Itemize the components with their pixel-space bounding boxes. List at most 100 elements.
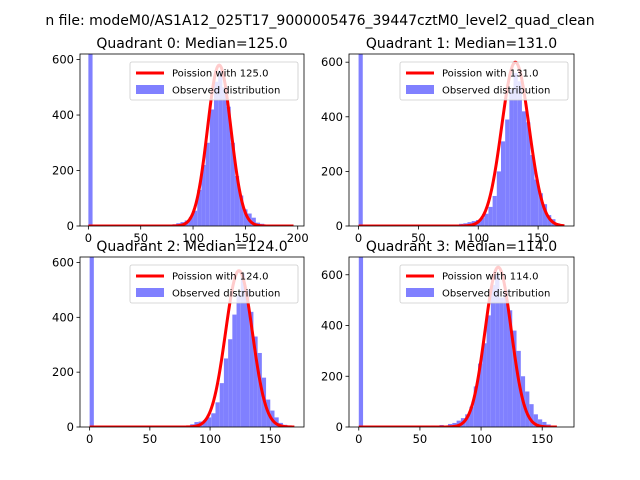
subplot-quadrant-2: Quadrant 2: Median=124.0 0 50 100 150 0 200 40…	[52, 239, 305, 446]
histogram-bar	[496, 171, 501, 226]
histogram-bar	[542, 204, 548, 226]
histogram-bar	[202, 420, 208, 427]
axes-frame	[348, 256, 575, 428]
legend-patch-swatch	[136, 85, 164, 94]
legend: Poission with 114.0 Observed distribution	[399, 264, 569, 304]
histogram-bar	[537, 419, 543, 427]
histogram-bar	[509, 89, 514, 226]
histogram-bar	[358, 257, 364, 427]
y-tick-label: 600	[321, 55, 343, 69]
legend-label-observed: Observed distribution	[172, 86, 280, 97]
x-tick-label: 0	[355, 432, 362, 446]
histogram-bar	[211, 413, 216, 427]
legend-label-poisson: Poission with 114.0	[442, 272, 538, 283]
y-tick-label: 600	[52, 255, 74, 269]
legend: Poission with 125.0 Observed distribution	[129, 61, 299, 101]
legend-patch-swatch	[406, 288, 434, 297]
legend-label-observed: Observed distribution	[442, 289, 550, 300]
x-tick-label: 150	[527, 231, 549, 245]
poisson-fit-line	[87, 63, 295, 226]
histogram-bar	[495, 274, 500, 427]
x-tick-label: 200	[287, 231, 309, 245]
legend: Poission with 131.0 Observed distribution	[399, 61, 569, 101]
histogram-bar	[488, 206, 493, 226]
x-tick-label: 0	[85, 231, 92, 245]
histogram-bar	[205, 142, 210, 226]
y-tick-label: 400	[52, 108, 74, 122]
x-tick-label: 100	[470, 432, 492, 446]
y-tick-label: 400	[321, 319, 343, 333]
subplot-quadrant-0: Quadrant 0: Median=125.0 0 50 100 150 200 0 20…	[52, 36, 309, 245]
histogram-bar	[213, 81, 219, 226]
histogram-bar	[207, 417, 212, 427]
histogram-bar	[215, 402, 220, 427]
legend-box	[399, 61, 569, 101]
legend-label-poisson: Poission with 131.0	[442, 69, 538, 80]
y-tick-label: 400	[52, 310, 74, 324]
legend-label-observed: Observed distribution	[172, 289, 280, 300]
histogram-bar	[222, 87, 227, 226]
histogram-bar	[209, 109, 214, 226]
histogram-bar	[249, 311, 254, 427]
histogram-bar	[358, 54, 363, 226]
histogram-bar	[236, 295, 241, 427]
x-tick-label: 100	[199, 432, 221, 446]
histogram-bar	[473, 386, 479, 427]
x-tick-label: 150	[234, 231, 256, 245]
histogram-bar	[482, 343, 487, 427]
y-tick-label: 0	[336, 219, 343, 233]
histogram-bar	[499, 297, 504, 427]
histogram-bar	[505, 119, 510, 226]
histogram-bar	[253, 336, 258, 427]
plot-title: Quadrant 2: Median=124.0	[96, 239, 287, 255]
histogram-bar	[251, 217, 256, 226]
histogram-bar	[521, 111, 527, 226]
histogram-bar	[193, 210, 198, 226]
plot-title: Quadrant 3: Median=114.0	[366, 239, 557, 255]
histogram-bar	[526, 122, 531, 226]
legend-box	[399, 264, 569, 304]
figure-suptitle: n file: modeM0/AS1A12_025T17_9000005476_…	[45, 13, 594, 29]
legend-label-poisson: Poission with 124.0	[172, 272, 268, 283]
histogram-bar	[465, 414, 470, 427]
y-tick-label: 200	[321, 164, 343, 178]
histogram-bar	[530, 155, 535, 226]
histogram-bar	[533, 414, 538, 427]
legend-patch-swatch	[136, 288, 164, 297]
histogram-bar	[89, 257, 94, 427]
y-tick-label: 200	[52, 164, 74, 178]
legend: Poission with 124.0 Observed distribution	[129, 264, 299, 304]
histogram-bar	[243, 209, 248, 226]
y-tick-label: 0	[336, 420, 343, 434]
axes-frame	[79, 256, 305, 428]
plot-title: Quadrant 0: Median=125.0	[96, 36, 287, 52]
x-tick-label: 100	[182, 231, 204, 245]
legend-label-poisson: Poission with 125.0	[172, 69, 268, 80]
histogram-bar	[228, 339, 233, 427]
x-tick-label: 100	[467, 231, 489, 245]
histogram-bar	[480, 217, 485, 226]
histogram-bar	[538, 193, 543, 226]
y-tick-label: 200	[52, 365, 74, 379]
plot-title: Quadrant 1: Median=131.0	[366, 36, 557, 52]
histogram-bar	[88, 54, 93, 226]
histogram-bar	[240, 273, 245, 427]
y-tick-label: 400	[321, 110, 343, 124]
histogram-bar	[534, 179, 539, 226]
histogram-bar	[492, 195, 497, 226]
y-tick-label: 0	[67, 219, 74, 233]
histogram-bar	[490, 284, 496, 427]
histogram-bar	[232, 314, 237, 427]
histogram-bar	[507, 310, 513, 427]
histogram-bar	[223, 358, 229, 427]
histogram-bar	[525, 391, 530, 427]
histogram-bar	[516, 350, 521, 427]
histogram-bar	[239, 195, 244, 226]
histogram-bar	[542, 421, 547, 427]
histogram-bar	[484, 213, 489, 226]
histogram-bar	[201, 164, 206, 226]
histogram-bar	[197, 189, 202, 226]
axes-frame	[348, 53, 575, 227]
x-tick-label: 50	[413, 432, 428, 446]
